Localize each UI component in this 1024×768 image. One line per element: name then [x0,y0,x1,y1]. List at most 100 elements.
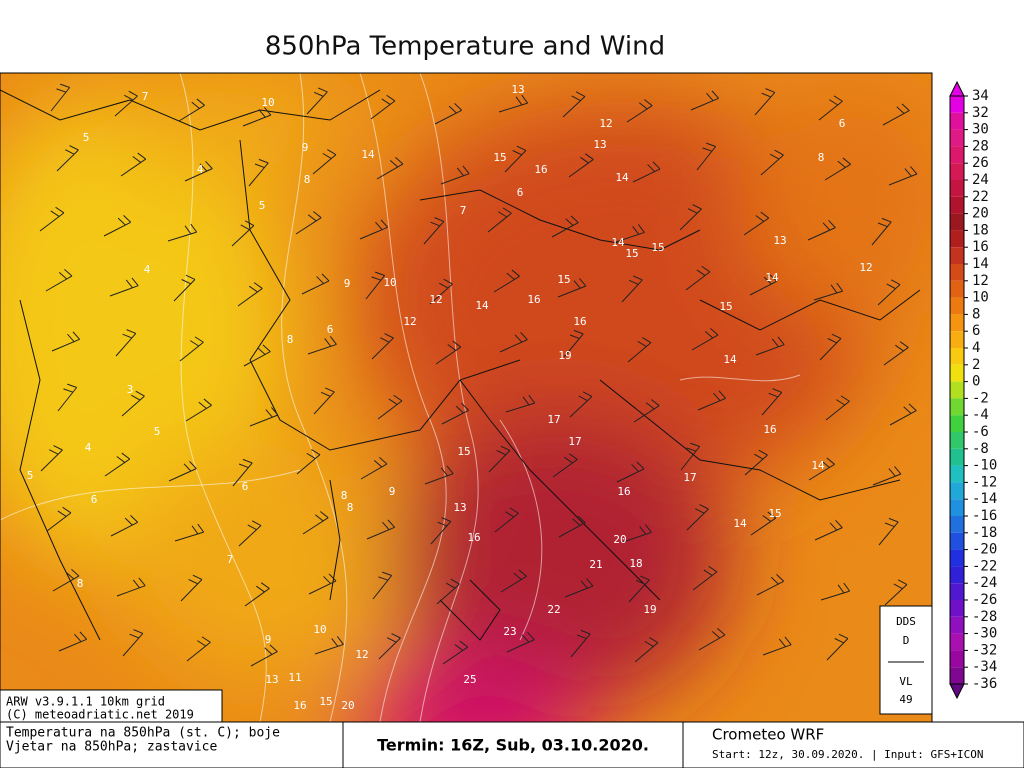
colorbar-label: -34 [972,659,997,675]
wind-barb [686,447,697,452]
wind-barb [180,579,203,602]
wind-barb [882,110,910,126]
wind-barb [647,164,655,172]
wind-barb [251,520,262,526]
contour-label: 12 [429,293,442,306]
wind-barb [380,219,389,228]
wind-barb [371,337,394,360]
wind-barb [454,644,464,651]
wind-barb [191,525,199,535]
wind-barb [762,644,792,656]
wind-barb [901,103,910,111]
contour-label: 17 [683,471,696,484]
wind-barb [307,214,317,222]
contour-label: 22 [547,603,560,616]
colorbar-segment [950,247,964,264]
wind-barb [774,149,784,156]
wind-barb [487,212,512,233]
wind-barb [389,160,399,168]
colorbar-segment [950,348,964,365]
wind-barb [199,163,208,172]
wind-barb [784,636,792,646]
wind-barb [570,215,579,223]
wind-barb [203,398,212,406]
title: 850hPa Temperature and Wind [265,32,665,62]
wind-barb [776,573,785,582]
colorbar-label: -2 [972,390,989,406]
colorbar-segment [950,650,964,668]
wind-barb [679,208,702,231]
wind-barb [899,341,909,348]
wind-barb [121,452,131,460]
wind-barb [703,569,713,576]
colorbar-label: -14 [972,491,997,507]
wind-barb [488,450,511,473]
wind-barb [314,643,344,655]
wind-barb [888,517,899,523]
wind-barb [680,446,701,471]
wind-barb [133,629,143,634]
wind-barb [826,638,849,661]
wind-barb [197,640,207,647]
contour-label: 8 [347,501,354,514]
wind-barb [894,466,902,475]
colorbar-label: 34 [972,88,989,104]
wind-barb [132,579,140,589]
wind-barb [644,99,653,107]
wind-barb [205,160,213,169]
wind-barb [506,639,535,653]
wind-barb [123,214,132,223]
wind-barb [448,105,457,114]
wind-barb [57,387,78,412]
wind-barb [755,215,765,222]
wind-barb [124,517,133,526]
colorbar-segment [950,381,964,399]
contour-label: 12 [355,648,368,661]
colorbar-label: 32 [972,105,989,121]
wind-barb [186,641,211,662]
wind-barb [711,631,721,639]
wind-barb [827,338,837,344]
wind-barb [577,515,586,523]
wind-barb [395,157,404,165]
wind-barb [128,90,138,97]
colorbar-label: -26 [972,592,997,608]
colorbar-segment [950,129,964,147]
dds-text: 49 [899,693,912,706]
wind-barb [837,584,845,594]
wind-barb [375,221,383,230]
wind-barb [321,273,330,282]
wind-barb [551,222,579,238]
wind-barb [65,572,75,580]
contour-label: 15 [625,247,638,260]
start-text: Start: 12z, 30.09.2020. | Input: GFS+ICO… [712,748,984,761]
contour-label: 6 [517,186,524,199]
wind-barb [242,114,272,127]
wind-barb [247,524,257,531]
wind-barb [570,633,591,658]
wind-barb [717,628,726,636]
wind-barb [572,518,581,526]
wind-barb [115,333,137,357]
footer-text: Vjetar na 850hPa; zastavice [6,740,217,755]
wind-barb [692,204,702,210]
brand-text: Crometeo WRF [712,726,824,744]
colorbar-label: -10 [972,458,997,474]
wind-barb [258,109,266,118]
wind-barb [295,217,322,235]
dds-text: VL [899,675,913,688]
wind-barb [201,636,211,643]
colorbar-label: -16 [972,508,997,524]
dds-text: D [903,634,910,647]
wind-barb [694,508,705,514]
wind-barb [840,395,850,402]
wind-barb [50,210,60,217]
contour-label: 7 [460,204,467,217]
wind-barb [877,284,901,306]
wind-barb [639,526,647,535]
wind-barb [575,91,586,97]
colorbar-segment [950,96,964,113]
wind-barb [257,347,266,355]
wind-barb [181,279,191,285]
colorbar-label: 12 [972,273,989,289]
